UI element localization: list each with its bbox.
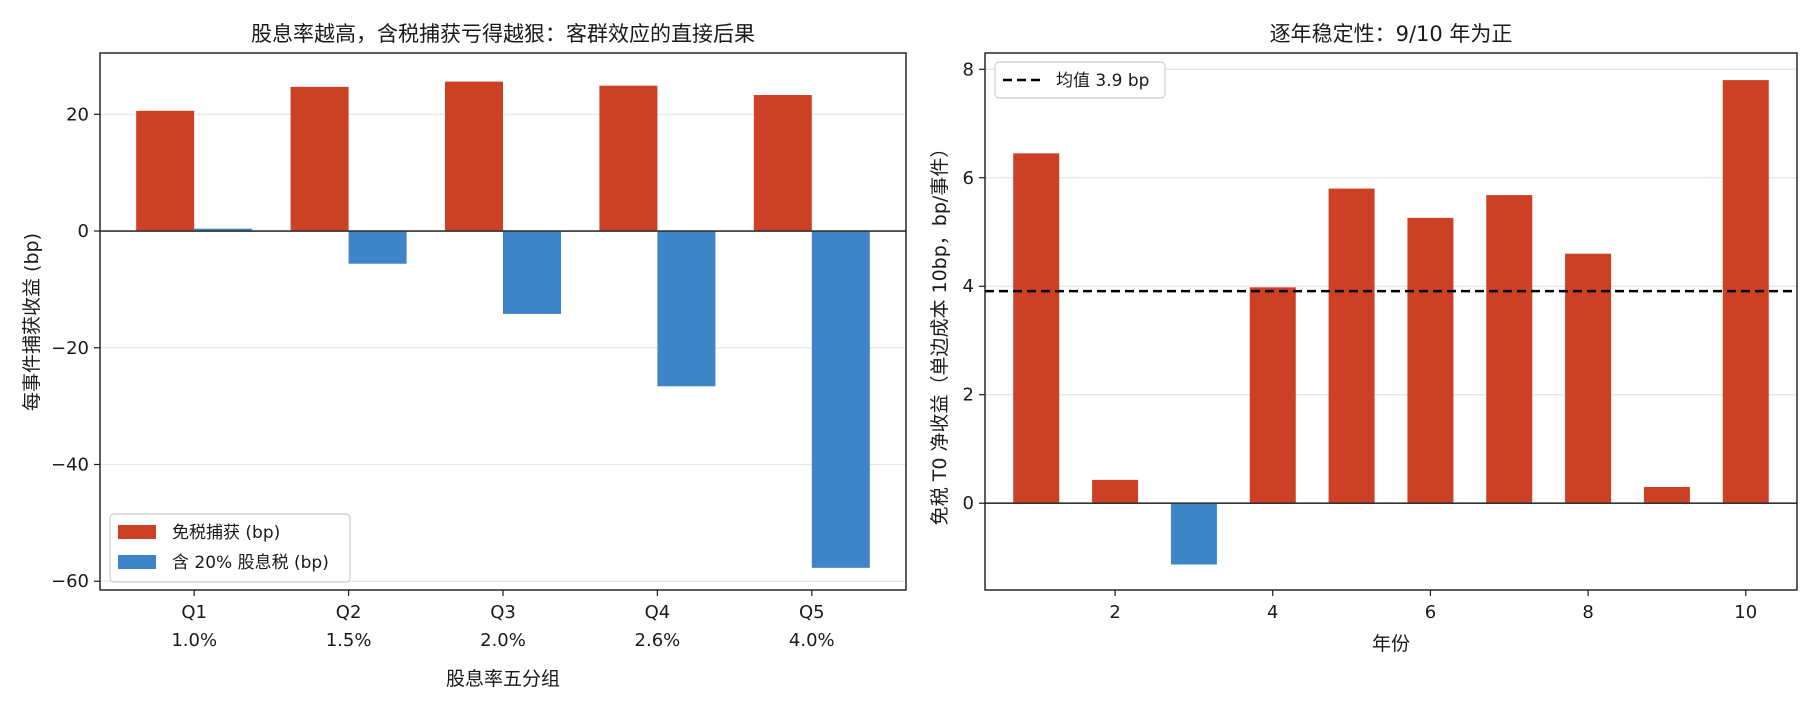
left-y-axis-label: 每事件捕获收益 (bp) (21, 233, 43, 411)
left-x-tick-sublabel: 1.0% (171, 630, 217, 651)
bar-with-tax-q3 (503, 231, 561, 314)
left-x-tick-label: Q2 (336, 602, 362, 623)
left-y-tick-label: 20 (66, 104, 89, 125)
bar-tax-free-q3 (445, 81, 503, 232)
left-x-tick-sublabel: 1.5% (326, 630, 372, 651)
right-x-tick-label: 10 (1734, 602, 1757, 623)
right-y-tick-label: 4 (963, 276, 974, 297)
bar-year-9 (1643, 486, 1690, 504)
right-x-tick-label: 2 (1109, 602, 1120, 623)
left-x-tick-sublabel: 2.0% (480, 630, 526, 651)
legend-label-mean: 均值 3.9 bp (1056, 71, 1149, 91)
legend-label-tax-free: 免税捕获 (bp) (172, 523, 280, 543)
right-y-axis-label: 免税 T0 净收益（单边成本 10bp，bp/事件） (929, 139, 951, 526)
left-chart: −60 −40 −20 0 20 Q1 1.0% Q2 1.5% Q3 2.0% Q4 2.6% Q5 4… (21, 22, 907, 690)
left-x-tick-label: Q1 (181, 602, 207, 623)
left-chart-title: 股息率越高，含税捕获亏得越狠：客群效应的直接后果 (251, 22, 755, 46)
bar-with-tax-q2 (348, 231, 407, 264)
bar-with-tax-q1 (194, 228, 253, 232)
bar-tax-free-q1 (136, 110, 195, 232)
right-y-tick-label: 8 (963, 59, 974, 80)
left-y-tick-label: −60 (51, 571, 89, 592)
bar-tax-free-q5 (753, 95, 812, 232)
right-x-axis-label: 年份 (1372, 633, 1410, 655)
right-x-tick-label: 4 (1267, 602, 1278, 623)
right-y-tick-label: 0 (963, 493, 974, 514)
legend-swatch-tax-free (118, 525, 156, 539)
left-y-tick-label: −20 (51, 338, 89, 359)
bar-with-tax-q4 (657, 231, 716, 387)
right-x-tick-label: 8 (1582, 602, 1593, 623)
bar-year-5 (1328, 188, 1375, 504)
left-x-axis-label: 股息率五分组 (446, 668, 560, 690)
bar-with-tax-q5 (811, 231, 870, 568)
right-y-tick-label: 6 (963, 168, 974, 189)
bar-year-1 (1013, 153, 1060, 504)
left-x-tick-sublabel: 4.0% (789, 630, 835, 651)
right-legend-box (994, 61, 1166, 99)
bar-year-6 (1407, 217, 1454, 504)
bar-year-8 (1565, 253, 1612, 504)
right-legend: 均值 3.9 bp (994, 61, 1166, 99)
legend-label-with-tax: 含 20% 股息税 (bp) (172, 553, 329, 573)
left-x-tick-label: Q5 (799, 602, 825, 623)
bar-year-3 (1170, 503, 1217, 565)
left-legend-box (109, 513, 351, 583)
right-plot-background (985, 53, 1797, 590)
left-legend: 免税捕获 (bp) 含 20% 股息税 (bp) (109, 513, 351, 583)
bar-tax-free-q2 (290, 86, 349, 232)
left-x-tick-label: Q3 (490, 602, 516, 623)
left-x-tick-sublabel: 2.6% (635, 630, 681, 651)
right-chart: 0 2 4 6 8 2 4 6 8 10 逐年稳定性：9/10 年为正 年份 免税 T0 净收益… (929, 22, 1798, 655)
bar-tax-free-q4 (599, 85, 658, 232)
right-y-tick-label: 2 (963, 385, 974, 406)
right-x-tick-label: 6 (1425, 602, 1436, 623)
right-chart-title: 逐年稳定性：9/10 年为正 (1270, 22, 1513, 46)
left-y-tick-label: −40 (51, 455, 89, 476)
bar-year-7 (1486, 195, 1533, 504)
legend-swatch-with-tax (118, 555, 156, 569)
left-y-tick-label: 0 (78, 221, 89, 242)
left-x-tick-label: Q4 (645, 602, 671, 623)
bar-year-4 (1249, 287, 1296, 504)
right-plot-frame (984, 52, 1798, 591)
bar-year-2 (1092, 479, 1139, 504)
